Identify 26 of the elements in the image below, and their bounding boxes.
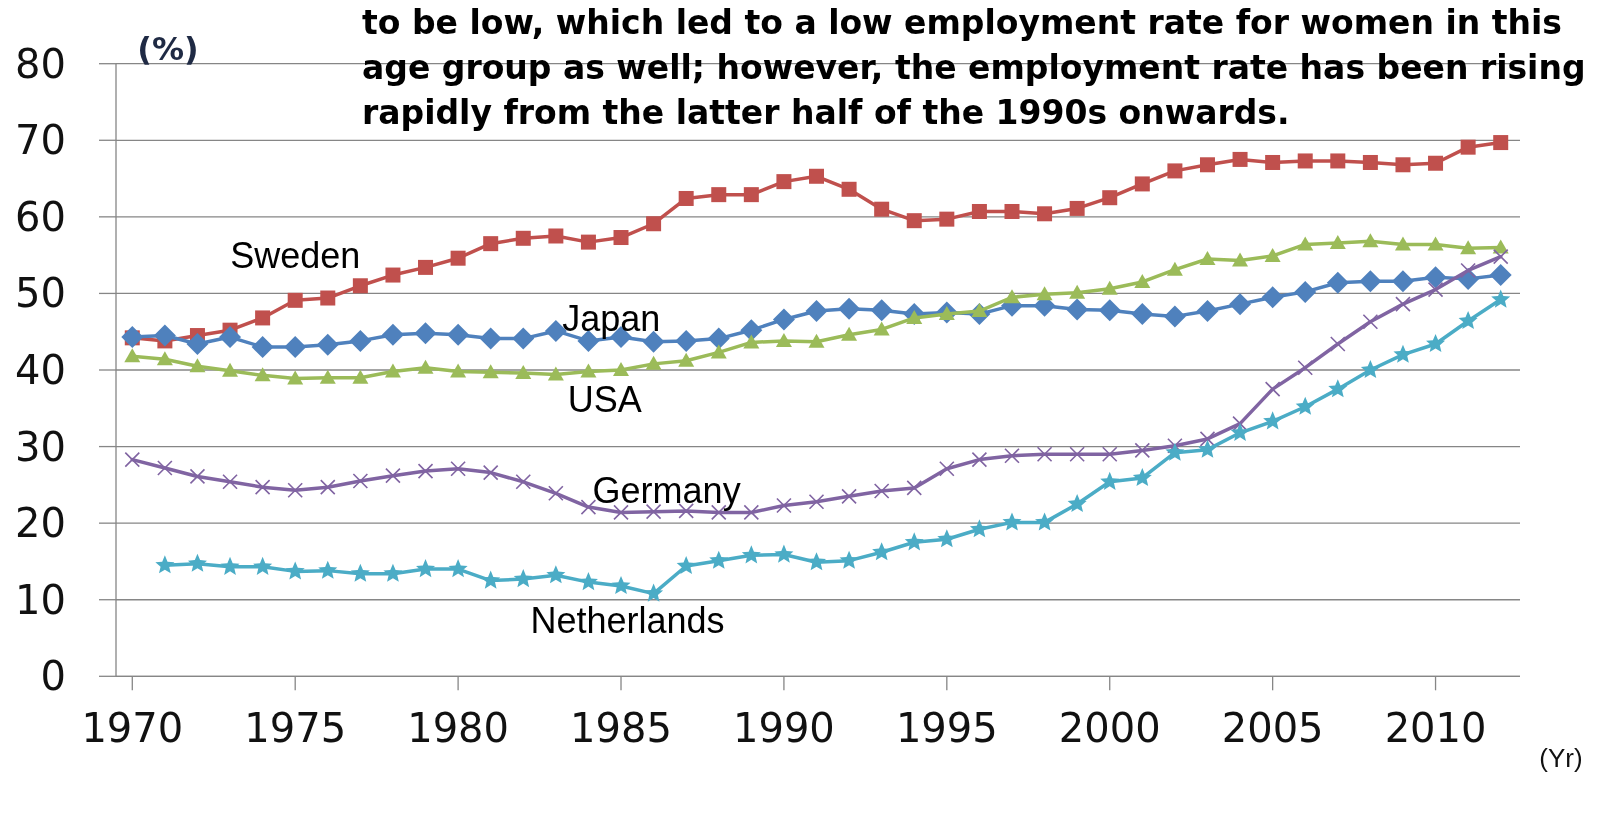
series-label: Netherlands (530, 599, 725, 641)
y-axis-title: (%) (137, 30, 199, 68)
x-tick-label: 2000 (1058, 705, 1161, 751)
x-axis-title: (Yr) (1539, 743, 1583, 773)
x-tick-label: 1970 (81, 705, 184, 751)
y-tick-label: 70 (15, 117, 66, 164)
x-tick-label: 1990 (733, 705, 835, 751)
series-label: USA (567, 378, 642, 420)
x-tick-label: 1985 (570, 705, 672, 751)
series-label: Germany (592, 469, 741, 511)
series-label: Japan (562, 297, 661, 339)
x-tick-label: 2010 (1384, 705, 1487, 751)
y-tick-label: 50 (15, 270, 66, 317)
y-tick-label: 60 (15, 193, 66, 240)
series-label: Sweden (230, 234, 361, 276)
annotation: to be low, which led to a low employment rate for women in this age group as well; however, the employment rate has been rising rapidly from the latter half of the 1990s onwards. (362, 3, 1586, 132)
y-tick-label: 0 (40, 653, 66, 700)
x-tick-label: 1980 (407, 705, 509, 751)
y-tick-label: 80 (15, 40, 66, 87)
y-tick-label: 20 (15, 500, 66, 547)
x-tick-label: 1995 (895, 705, 998, 751)
x-tick-label: 2005 (1221, 705, 1324, 751)
y-tick-label: 40 (15, 347, 66, 393)
x-tick-label: 1975 (244, 705, 347, 751)
y-tick-label: 30 (15, 423, 66, 470)
y-tick-label: 10 (15, 576, 66, 623)
